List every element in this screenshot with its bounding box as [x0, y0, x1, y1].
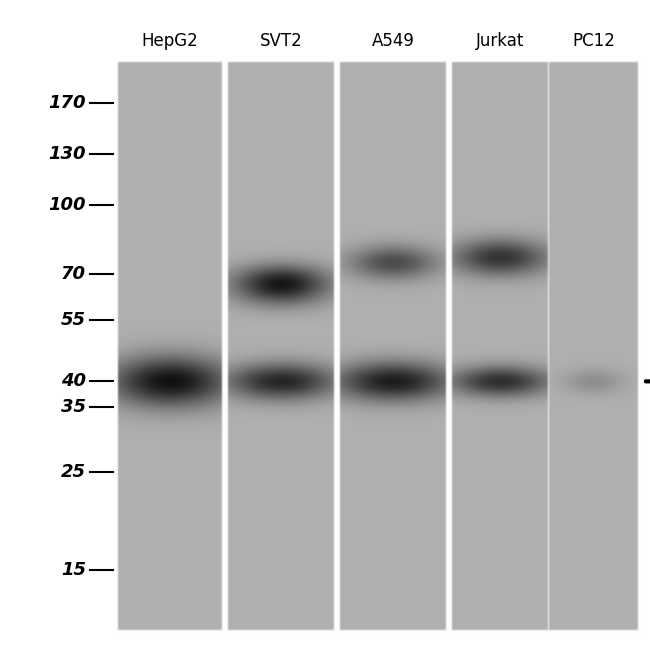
Text: 130: 130 [49, 145, 86, 163]
Text: 15: 15 [61, 561, 86, 579]
Text: HepG2: HepG2 [142, 32, 198, 50]
Text: 40: 40 [61, 372, 86, 390]
Text: 70: 70 [61, 265, 86, 283]
Text: PC12: PC12 [572, 32, 615, 50]
Text: A549: A549 [372, 32, 415, 50]
Text: 100: 100 [49, 196, 86, 214]
Text: 35: 35 [61, 398, 86, 416]
Text: Jurkat: Jurkat [476, 32, 524, 50]
Text: 55: 55 [61, 311, 86, 329]
Text: SVT2: SVT2 [259, 32, 302, 50]
Text: 170: 170 [49, 93, 86, 111]
Text: 25: 25 [61, 463, 86, 481]
